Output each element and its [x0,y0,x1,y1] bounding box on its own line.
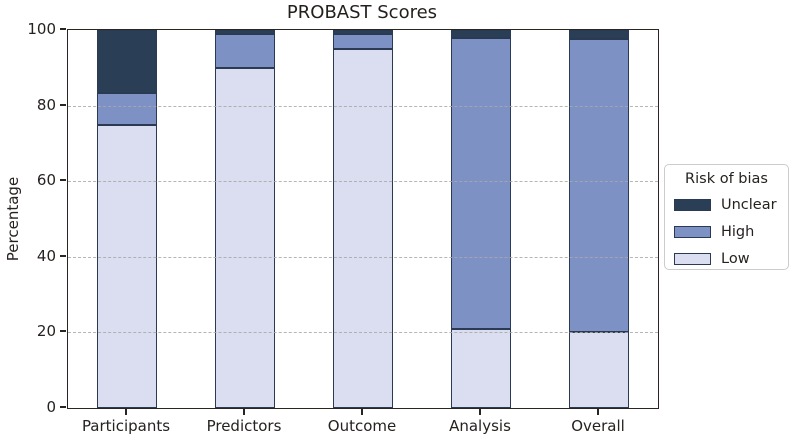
x-tick-mark [479,409,481,415]
y-tick-label-20: 20 [36,322,56,341]
chart-title: PROBAST Scores [286,2,438,23]
bar-analysis [451,30,511,408]
legend-entries: Unclear High Low [665,191,788,272]
legend-label: High [721,223,755,240]
bar-segment-high [569,39,629,333]
bar-overall [569,30,629,408]
legend: Risk of bias Unclear High Low [664,164,789,270]
bar-segment-low [569,332,629,408]
bar-segment-low [215,67,275,408]
x-tick-mark [597,409,599,415]
x-tick-label-participants: Participants [81,417,171,435]
bar-segment-unclear [97,30,157,94]
y-tick-label-60: 60 [36,171,56,190]
y-tick-label-80: 80 [36,95,56,114]
bar-segment-high [215,33,275,68]
bar-segment-unclear [215,30,275,34]
x-tick-label-outcome: Outcome [327,417,397,435]
bar-segment-unclear [569,30,629,40]
bar-segment-high [451,37,511,329]
legend-entry-high: High [665,218,788,245]
legend-swatch-high [674,225,711,238]
y-tick-label-0: 0 [46,398,56,416]
plot-area [67,29,659,409]
legend-swatch-low [674,252,711,265]
x-tick-mark [361,409,363,415]
bar-segment-low [97,124,157,408]
bar-segment-unclear [451,30,511,38]
y-tick-mark [60,179,66,182]
gridline-20 [68,332,658,334]
legend-entry-unclear: Unclear [665,191,788,218]
legend-entry-low: Low [665,245,788,272]
y-tick-mark [60,406,66,408]
x-tick-label-analysis: Analysis [449,417,511,435]
bar-segment-low [451,328,511,408]
bar-outcome [333,30,393,408]
gridline-40 [68,256,658,258]
y-tick-mark [60,103,66,106]
y-tick-mark [60,254,66,257]
y-tick-mark [60,330,66,333]
bar-segment-low [333,48,393,408]
y-tick-label-40: 40 [36,246,56,265]
y-axis-label: Percentage [4,176,22,262]
x-tick-mark [125,409,127,415]
gridline-60 [68,181,658,183]
bar-predictors [215,30,275,408]
x-tick-label-overall: Overall [571,417,625,435]
legend-title: Risk of bias [685,171,768,187]
legend-label: Unclear [721,196,777,213]
bar-segment-high [97,93,157,125]
y-tick-label-100: 100 [27,20,56,38]
x-tick-label-predictors: Predictors [206,417,282,435]
y-tick-mark [60,28,66,30]
bar-segment-high [333,33,393,49]
legend-label: Low [721,250,750,267]
bar-segment-unclear [333,30,393,34]
x-tick-mark [243,409,245,415]
bar-participants [97,30,157,408]
legend-swatch-unclear [674,198,711,211]
gridline-80 [68,105,658,107]
